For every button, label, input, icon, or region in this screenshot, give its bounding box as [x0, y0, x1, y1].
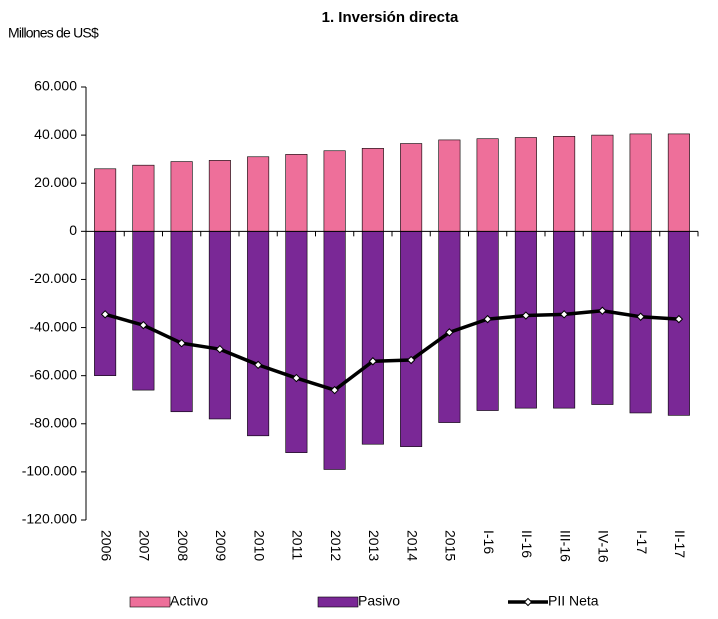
x-tick-label: III-16 [557, 530, 573, 562]
marker [674, 314, 684, 324]
legend-label: PII Neta [548, 593, 599, 609]
y-tick-label: -60.000 [30, 366, 78, 382]
bar [514, 231, 537, 409]
x-tick-label: 2012 [328, 530, 344, 561]
x-tick-label: I-17 [634, 530, 650, 554]
bar [400, 143, 423, 232]
marker [292, 373, 301, 383]
bar [323, 231, 346, 470]
x-tick-label: 2014 [404, 530, 420, 561]
bar [514, 137, 537, 232]
y-tick-label: -20.000 [30, 270, 78, 286]
marker [330, 385, 339, 395]
marker [521, 311, 531, 320]
bar [629, 231, 652, 414]
marker [598, 306, 607, 315]
marker [445, 328, 454, 337]
y-tick-label: -80.000 [30, 414, 78, 430]
bar [400, 231, 423, 447]
bar [285, 231, 308, 453]
y-tick-label: 20.000 [34, 174, 77, 190]
y-tick-label: -40.000 [30, 318, 78, 334]
bar [361, 231, 384, 445]
bar [323, 150, 346, 232]
bar [553, 231, 576, 409]
bar [591, 231, 614, 405]
x-tick-label: 2009 [213, 530, 229, 561]
legend-label: Pasivo [358, 593, 400, 609]
bar [667, 231, 690, 416]
bar [438, 231, 461, 423]
marker [483, 314, 492, 324]
bar [553, 136, 576, 232]
y-tick-label: 60.000 [34, 78, 77, 94]
marker [177, 338, 186, 348]
x-tick-label: I-16 [481, 530, 497, 554]
marker [253, 360, 263, 370]
marker [559, 310, 569, 319]
bar [208, 231, 231, 420]
x-tick-label: 2007 [137, 530, 153, 561]
x-tick-label: 2013 [366, 530, 382, 561]
x-tick-label: II-17 [672, 530, 688, 558]
y-tick-label: 40.000 [34, 126, 77, 142]
bar [247, 231, 270, 437]
x-tick-label: II-16 [519, 530, 535, 558]
chart-title: 1. Inversión directa [322, 9, 459, 26]
bar [438, 139, 461, 232]
marker [636, 312, 645, 321]
bar [361, 148, 384, 232]
bar [132, 164, 155, 232]
marker [215, 344, 225, 354]
legend-marker [523, 597, 533, 607]
bar [208, 160, 231, 232]
marker [406, 355, 416, 365]
x-tick-label: 2015 [443, 530, 459, 561]
x-tick-label: 2008 [175, 530, 191, 561]
bar [170, 161, 193, 232]
bar [285, 154, 308, 232]
marker [139, 320, 148, 330]
y-tick-label: 0 [69, 222, 77, 238]
x-tick-label: 2010 [251, 530, 267, 561]
bar [667, 133, 690, 232]
bar [591, 134, 614, 232]
bar [132, 231, 155, 391]
marker [100, 310, 110, 319]
x-tick-label: IV-16 [596, 530, 612, 563]
line [104, 308, 679, 392]
bar [94, 168, 117, 232]
bar [476, 138, 499, 232]
bar [94, 231, 117, 376]
y-axis-label: Millones de US$ [8, 25, 99, 41]
bar [170, 231, 193, 413]
y-tick-label: -100.000 [22, 463, 77, 479]
y-tick-label: -120.000 [22, 511, 77, 527]
legend-swatch [129, 596, 171, 608]
x-tick-label: 2006 [98, 530, 114, 561]
x-tick-label: 2011 [290, 530, 306, 560]
marker [368, 357, 378, 366]
legend-swatch [317, 596, 359, 608]
bar [629, 133, 652, 232]
bar [247, 156, 270, 232]
legend-label: Activo [170, 593, 208, 609]
